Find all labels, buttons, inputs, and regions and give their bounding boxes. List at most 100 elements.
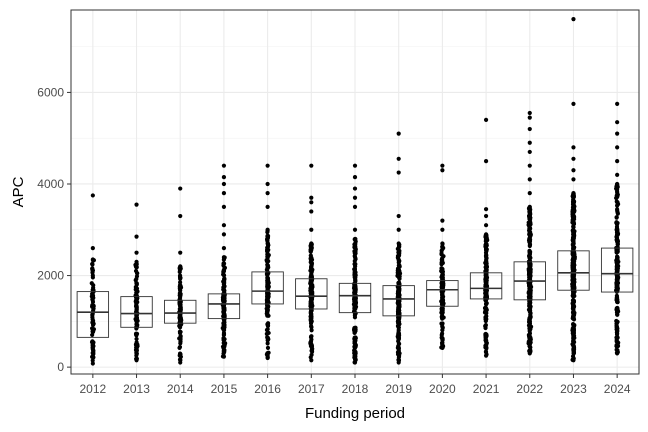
data-point: [484, 248, 489, 253]
data-point: [178, 339, 183, 344]
outlier-point: [352, 195, 358, 200]
data-point: [396, 325, 401, 330]
x-tick-label: 2024: [604, 382, 631, 396]
outlier-point: [615, 145, 620, 150]
data-point: [528, 212, 533, 217]
data-point: [615, 268, 620, 273]
data-point: [571, 221, 576, 227]
data-point: [397, 303, 402, 308]
data-point: [309, 358, 314, 363]
outlier-point: [527, 191, 532, 196]
data-point: [264, 331, 269, 336]
data-point: [615, 287, 620, 292]
data-point: [483, 353, 489, 358]
data-point: [527, 250, 532, 255]
data-point: [265, 293, 270, 299]
box-2023: [557, 250, 590, 291]
data-point: [615, 192, 620, 198]
data-point: [614, 215, 619, 220]
data-point: [90, 270, 95, 275]
data-point: [134, 286, 140, 291]
data-point: [308, 321, 314, 326]
data-point: [353, 277, 358, 282]
data-point: [90, 275, 95, 280]
data-point: [266, 337, 271, 342]
data-point: [570, 263, 575, 269]
outlier-point: [352, 204, 358, 209]
data-point: [528, 314, 533, 319]
data-point: [90, 317, 95, 322]
data-point: [352, 296, 357, 302]
outlier-point: [265, 163, 270, 168]
y-tick-label: 0: [57, 360, 64, 374]
data-point: [483, 332, 488, 337]
data-point: [570, 284, 575, 289]
data-point: [264, 301, 270, 306]
data-point: [570, 329, 576, 334]
outlier-point: [440, 227, 445, 232]
data-point: [440, 324, 445, 329]
data-point: [309, 306, 314, 311]
data-point: [396, 300, 401, 305]
outlier-point: [178, 250, 183, 255]
outlier-point: [352, 186, 358, 191]
data-point: [527, 333, 532, 338]
y-axis-title: APC: [10, 176, 27, 207]
data-point: [221, 350, 227, 355]
data-point: [266, 350, 271, 355]
outlier-point: [440, 163, 445, 168]
outlier-point: [221, 232, 227, 237]
outlier-point: [527, 110, 532, 116]
box-2015: [207, 293, 241, 320]
data-point: [614, 249, 619, 254]
data-point: [570, 214, 575, 219]
data-point: [309, 262, 314, 267]
data-point: [91, 322, 96, 327]
data-point: [178, 288, 183, 293]
data-point: [266, 285, 271, 290]
data-point: [353, 327, 358, 332]
outlier-point: [440, 218, 445, 223]
outlier-point: [396, 156, 401, 161]
data-point: [90, 293, 95, 298]
outlier-point: [483, 117, 489, 122]
data-point: [571, 259, 576, 264]
data-point: [439, 314, 444, 319]
box-2016: [251, 271, 284, 305]
outlier-point: [440, 168, 445, 173]
data-point: [483, 302, 489, 307]
data-point: [571, 248, 576, 253]
data-point: [134, 259, 139, 264]
data-point: [571, 358, 576, 363]
data-point: [308, 273, 314, 279]
data-point: [395, 246, 400, 252]
data-point: [353, 251, 358, 256]
data-point: [440, 241, 445, 246]
data-point: [308, 245, 313, 250]
outlier-point: [309, 163, 314, 168]
data-point: [483, 241, 489, 246]
data-point: [90, 297, 95, 302]
data-point: [572, 323, 577, 328]
data-point: [439, 257, 444, 262]
data-point: [615, 189, 620, 194]
data-point: [222, 266, 227, 271]
data-point: [134, 358, 139, 363]
data-point: [353, 255, 358, 261]
data-point: [134, 301, 139, 306]
data-point: [397, 281, 402, 287]
data-point: [178, 320, 183, 325]
data-point: [265, 278, 270, 284]
data-point: [616, 264, 621, 269]
outlier-point: [571, 168, 576, 173]
data-point: [134, 271, 140, 276]
data-point: [570, 301, 575, 306]
data-point: [440, 337, 445, 342]
outlier-point: [483, 158, 489, 164]
x-axis-title: Funding period: [305, 405, 405, 422]
outlier-point: [309, 195, 314, 200]
data-point: [440, 269, 445, 274]
data-point: [528, 232, 533, 237]
data-point: [615, 232, 620, 237]
